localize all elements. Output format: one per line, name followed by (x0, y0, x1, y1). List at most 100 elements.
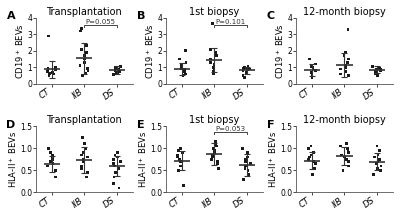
Point (308, 65, 315, 68)
Point (83, 51, 90, 54)
Point (244, 72, 250, 76)
Point (52, 68, 58, 72)
Point (246, 67, 252, 71)
Point (210, 72, 217, 76)
Point (52, 66, 59, 69)
Title: 1st biopsy: 1st biopsy (189, 7, 240, 17)
Point (342, 64, 349, 67)
Point (376, 158, 382, 161)
Point (84, 171, 91, 174)
Point (51, 72, 57, 76)
Title: 1st biopsy: 1st biopsy (189, 115, 240, 125)
Point (210, 22, 216, 25)
Point (215, 160, 221, 163)
Point (338, 72, 344, 76)
Y-axis label: HLA-II$^+$ BEVs: HLA-II$^+$ BEVs (267, 131, 279, 188)
Point (209, 153, 215, 157)
Point (113, 71, 120, 74)
Point (78, 153, 85, 157)
Point (345, 57, 351, 61)
Point (307, 155, 313, 159)
Point (313, 162, 319, 165)
Point (182, 72, 189, 76)
Point (308, 153, 314, 157)
Point (177, 146, 184, 150)
Point (244, 155, 251, 159)
Point (306, 146, 312, 150)
Title: Transplantation: Transplantation (46, 115, 122, 125)
Point (110, 162, 116, 165)
Point (210, 66, 216, 69)
Y-axis label: CD19$^+$ BEVs: CD19$^+$ BEVs (274, 23, 286, 79)
Y-axis label: CD19$^+$ BEVs: CD19$^+$ BEVs (14, 23, 26, 79)
Point (374, 166, 381, 170)
Title: 12-month biopsy: 12-month biopsy (303, 7, 386, 17)
Point (212, 149, 218, 152)
Text: P=0.053: P=0.053 (216, 126, 246, 132)
Point (308, 71, 315, 74)
Text: F: F (267, 120, 274, 130)
Point (83, 44, 90, 48)
Point (306, 57, 313, 61)
Point (240, 66, 247, 70)
Point (372, 155, 378, 159)
Point (117, 160, 124, 163)
Point (48, 160, 54, 163)
Point (210, 70, 217, 73)
Point (79, 74, 86, 77)
Point (377, 66, 383, 70)
Point (213, 54, 220, 58)
Point (212, 142, 219, 146)
Text: A: A (6, 11, 15, 21)
Point (210, 146, 217, 150)
Point (178, 164, 184, 168)
Point (52, 67, 58, 71)
Point (210, 155, 216, 159)
Point (372, 70, 378, 73)
Point (345, 74, 351, 77)
Y-axis label: HLA-II$^+$ BEVs: HLA-II$^+$ BEVs (137, 131, 149, 188)
Point (208, 57, 214, 61)
Point (50, 162, 56, 165)
Point (344, 146, 351, 150)
Point (340, 169, 346, 172)
Point (47, 151, 54, 155)
Point (207, 48, 214, 51)
Point (112, 66, 118, 69)
Point (110, 182, 117, 185)
Point (344, 61, 351, 64)
Point (45, 146, 52, 150)
Title: 12-month biopsy: 12-month biopsy (303, 115, 386, 125)
Point (211, 63, 217, 67)
Point (77, 29, 84, 33)
Point (80, 135, 86, 139)
Point (345, 160, 352, 163)
Point (212, 51, 219, 54)
Point (180, 184, 186, 187)
Text: E: E (136, 120, 144, 130)
Point (178, 67, 184, 71)
Point (84, 66, 90, 70)
Point (309, 73, 315, 77)
Point (344, 142, 350, 146)
Point (81, 61, 88, 64)
Point (242, 160, 249, 163)
Point (180, 74, 186, 77)
Point (116, 68, 122, 72)
Point (207, 61, 214, 64)
Point (337, 67, 344, 71)
Point (240, 74, 246, 77)
Point (78, 166, 85, 170)
Point (183, 61, 189, 64)
Point (373, 162, 380, 165)
Point (240, 69, 246, 72)
Point (242, 66, 248, 69)
Point (242, 164, 249, 168)
Point (372, 71, 378, 74)
Point (44, 164, 51, 168)
Point (215, 166, 222, 170)
Point (211, 151, 218, 155)
Point (378, 67, 384, 71)
Point (375, 66, 382, 69)
Point (341, 155, 348, 159)
